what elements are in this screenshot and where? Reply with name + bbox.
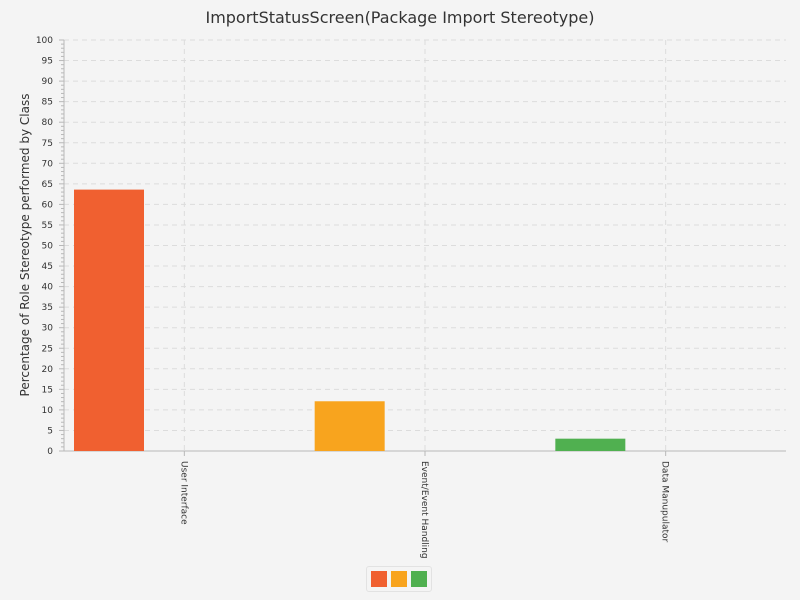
y-tick-label: 100 [36,36,53,46]
bar-event-event-handling [314,401,385,451]
axes [59,39,786,456]
y-tick-label: 20 [42,365,54,375]
y-axis-title: Percentage of Role Stereotype performed … [18,94,32,397]
legend-swatch [391,571,407,587]
y-tick-label: 70 [42,159,54,169]
y-tick-label: 40 [42,283,54,293]
legend-swatch [411,571,427,587]
y-tick-label: 60 [42,200,54,210]
bar-data-manupulator [555,438,626,451]
x-category-label: Event/Event Handling [419,461,429,559]
y-tick-label: 35 [42,303,53,313]
y-tick-label: 55 [42,221,53,231]
y-tick-label: 30 [42,324,54,334]
y-tick-label: 10 [42,406,54,416]
y-tick-label: 0 [47,447,53,457]
y-tick-label: 85 [42,98,53,108]
y-tick-label: 80 [42,118,54,128]
y-tick-label: 75 [42,139,53,149]
grid-lines [64,39,786,451]
bars [74,189,626,451]
y-tick-label: 65 [42,180,53,190]
y-tick-label: 90 [42,77,54,87]
y-tick-label: 15 [42,385,53,395]
x-category-label: Data Manupulator [660,461,670,543]
x-category-label: User Interface [178,461,188,525]
y-tick-label: 95 [42,57,53,67]
legend-swatch [371,571,387,587]
y-tick-label: 45 [42,262,53,272]
y-tick-label: 5 [47,426,53,436]
chart-title: ImportStatusScreen(Package Import Stereo… [205,8,594,27]
y-tick-label: 50 [42,242,54,252]
tick-labels: 0 5 10 15 20 25 30 35 40 45 50 55 60 65 70 75 80 85 90 95 10… [36,36,670,559]
chart-legend [366,566,432,592]
y-tick-label: 25 [42,344,53,354]
bar-user-interface [74,189,144,451]
